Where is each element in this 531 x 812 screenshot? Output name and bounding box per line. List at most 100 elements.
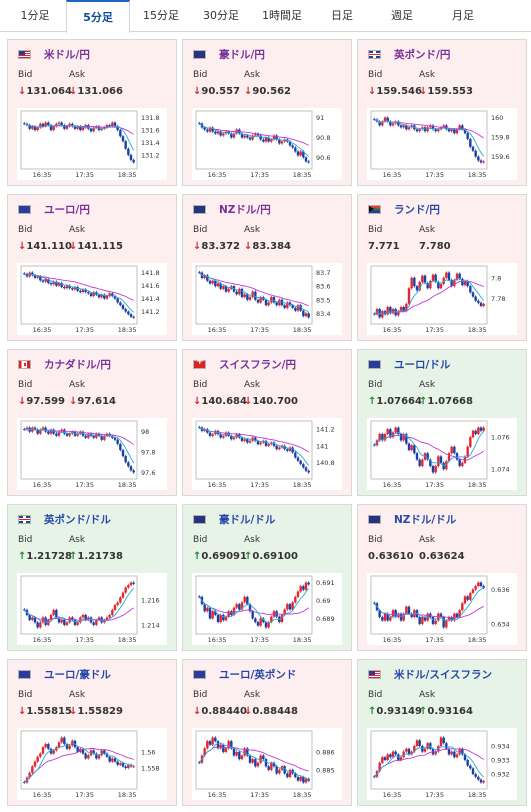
candle-body xyxy=(455,453,459,460)
candle-body xyxy=(272,762,276,767)
candle-body xyxy=(283,139,286,142)
candle-body xyxy=(243,748,246,756)
x-tick-label: 18:35 xyxy=(468,171,487,179)
pair-name-link[interactable]: ユーロ/ドル xyxy=(394,359,451,371)
x-tick-label: 16:35 xyxy=(383,171,402,179)
tab-weekly[interactable]: 週足 xyxy=(391,9,413,22)
currency-card[interactable]: ユーロ/豪ドル Bid Ask ↓1.55815 ↓1.55829 1.56 1.558 16… xyxy=(7,659,177,806)
currency-card[interactable]: 豪ドル/ドル Bid Ask ↑0.69091 ↑0.69100 0.691 0.69 0.6… xyxy=(182,504,352,651)
x-tick-label: 17:35 xyxy=(250,171,269,179)
candle-body xyxy=(41,617,45,623)
currency-card[interactable]: NZドル/ドル Bid Ask 0.63610 0.63624 0.636 0.634 16:… xyxy=(357,504,527,651)
mini-candle-chart[interactable]: 91 90.8 90.6 16:35 17:35 18:35 xyxy=(192,108,342,180)
candle-body xyxy=(399,613,403,621)
tab-daily[interactable]: 日足 xyxy=(331,9,353,22)
tab-15min[interactable]: 15分足 xyxy=(143,9,179,22)
pair-name-link[interactable]: ユーロ/英ポンド xyxy=(219,669,297,681)
mini-candle-chart[interactable]: 1.56 1.558 16:35 17:35 18:35 xyxy=(17,728,167,800)
candle-body xyxy=(97,755,101,759)
tab-1hour[interactable]: 1時間足 xyxy=(262,9,302,22)
ask-label: Ask xyxy=(69,70,86,80)
candle-body xyxy=(402,433,405,441)
mini-candle-chart[interactable]: 131.8 131.6 131.4 131.2 16:35 17:35 18:35 xyxy=(17,108,167,180)
currency-card[interactable]: 米ドル/スイスフラン Bid Ask ↑0.93149 ↑0.93164 0.934 0.9… xyxy=(357,659,527,806)
pair-name-link[interactable]: NZドル/ドル xyxy=(394,514,457,526)
currency-card[interactable]: スイスフラン/円BidAsk↓140.684↓140.700141.214114… xyxy=(182,349,352,496)
mini-candle-chart[interactable]: 7.8 7.78 16:35 17:35 18:35 xyxy=(367,263,517,335)
candle-body xyxy=(97,294,101,298)
bid-trend-arrow-icon: ↓ xyxy=(18,396,27,407)
mini-candle-chart[interactable]: 0.636 0.634 16:35 17:35 18:35 xyxy=(367,573,517,645)
pair-name-link[interactable]: 豪ドル/円 xyxy=(219,49,265,61)
currency-card[interactable]: ユーロ/英ポンド Bid Ask ↓0.88440 ↓0.88448 0.886 0.885… xyxy=(182,659,352,806)
pair-name-link[interactable]: 米ドル/スイスフラン xyxy=(394,669,493,681)
candle-body xyxy=(246,748,249,756)
tab-monthly[interactable]: 月足 xyxy=(452,9,474,22)
currency-card[interactable]: ユーロ/円 Bid Ask ↓141.110 ↓141.115 141.8 141.6 141… xyxy=(7,194,177,341)
candle-body xyxy=(307,313,310,318)
candle-body xyxy=(216,131,220,134)
currency-card[interactable]: 英ポンド/ドル Bid Ask ↑1.21728 ↑1.21738 1.216 1.214 1… xyxy=(7,504,177,651)
bid-price: ↓90.557 xyxy=(193,86,240,97)
mini-candle-chart[interactable]: 0.691 0.69 0.689 16:35 17:35 18:35 xyxy=(192,573,342,645)
mini-candle-chart[interactable]: 160 159.8 159.6 16:35 17:35 18:35 xyxy=(367,108,517,180)
candle-body xyxy=(399,433,403,441)
candle-body xyxy=(47,279,50,283)
moving-average-short xyxy=(373,277,485,315)
mini-candle-chart[interactable]: 1.216 1.214 16:35 17:35 18:35 xyxy=(17,573,167,645)
x-tick-label: 18:35 xyxy=(293,636,312,644)
currency-card[interactable]: NZドル/円 Bid Ask ↓83.372 ↓83.384 83.7 83.6 83.5 83… xyxy=(182,194,352,341)
candle-body xyxy=(466,596,469,600)
pair-name-link[interactable]: 米ドル/円 xyxy=(44,49,90,61)
currency-card[interactable]: ランド/円 Bid Ask 7.771 7.780 7.8 7.78 16:35 17:35 18… xyxy=(357,194,527,341)
candle-body xyxy=(121,305,125,309)
moving-average-short xyxy=(198,272,309,313)
candle-body xyxy=(280,445,284,448)
candle-body xyxy=(219,744,222,749)
mini-candle-chart[interactable]: 0.934 0.933 0.932 16:35 17:35 18:35 xyxy=(367,728,517,800)
candle-body xyxy=(39,753,42,757)
mini-candle-chart[interactable]: 1.076 1.074 16:35 17:35 18:35 xyxy=(367,418,517,490)
candle-body xyxy=(267,766,270,770)
y-tick-label: 7.8 xyxy=(491,274,501,282)
candle-body xyxy=(437,456,440,467)
pair-name-link[interactable]: スイスフラン/円 xyxy=(219,359,297,371)
pair-name-link[interactable]: NZドル/円 xyxy=(219,204,271,216)
moving-average-long xyxy=(199,427,309,453)
candle-body xyxy=(116,761,119,765)
candle-body xyxy=(399,306,403,312)
mini-candle-chart[interactable]: 98 97.8 97.6 16:35 17:35 18:35 xyxy=(17,418,167,490)
candle-body xyxy=(232,748,236,756)
pair-name-link[interactable]: ランド/円 xyxy=(394,204,440,216)
y-tick-label: 131.8 xyxy=(141,114,160,122)
pair-name-link[interactable]: ユーロ/豪ドル xyxy=(44,669,111,681)
currency-card[interactable]: カナダドル/円 Bid Ask ↓97.599 ↓97.614 98 97.8 97.6 16:… xyxy=(7,349,177,496)
mini-candle-chart[interactable]: 83.7 83.6 83.5 83.4 16:35 17:35 18:35 xyxy=(192,263,342,335)
candle-body xyxy=(103,294,106,299)
mini-candle-chart[interactable]: 141.2 141 140.8 16:35 17:35 18:35 xyxy=(192,418,342,490)
mini-candle-chart[interactable]: 0.886 0.885 16:35 17:35 18:35 xyxy=(192,728,342,800)
currency-card[interactable]: 豪ドル/円 Bid Ask ↓90.557 ↓90.562 91 90.8 90.6 16:35… xyxy=(182,39,352,186)
currency-card[interactable]: 米ドル/円 Bid Ask ↓131.064 ↓131.066 131.8 131.6 131… xyxy=(7,39,177,186)
ask-value: 131.066 xyxy=(77,86,123,97)
currency-card[interactable]: ユーロ/ドル Bid Ask ↑1.07664 ↑1.07668 1.076 1.074 16… xyxy=(357,349,527,496)
mini-candle-chart[interactable]: 141.8 141.6 141.4 141.2 16:35 17:35 18:35 xyxy=(17,263,167,335)
y-tick-label: 0.885 xyxy=(316,766,335,774)
tab-30min[interactable]: 30分足 xyxy=(203,9,239,22)
candle-body xyxy=(386,117,389,122)
pair-name-link[interactable]: 英ポンド/ドル xyxy=(44,514,111,526)
candle-body xyxy=(267,302,270,306)
tab-5min[interactable]: 5分足 xyxy=(66,0,130,33)
bid-trend-arrow-icon: ↑ xyxy=(193,551,202,562)
candle-body xyxy=(116,439,119,444)
pair-name-link[interactable]: 豪ドル/ドル xyxy=(219,514,276,526)
currency-card[interactable]: 英ポンド/円 Bid Ask ↓159.546 ↓159.553 160 159.8 159.… xyxy=(357,39,527,186)
pair-name-link[interactable]: カナダドル/円 xyxy=(44,359,111,371)
candle-body xyxy=(434,620,437,624)
candle-body xyxy=(410,751,413,755)
candle-body xyxy=(262,440,265,443)
tab-1min[interactable]: 1分足 xyxy=(20,9,50,22)
pair-name-link[interactable]: ユーロ/円 xyxy=(44,204,90,216)
pair-name-link[interactable]: 英ポンド/円 xyxy=(394,49,451,61)
candle-body xyxy=(214,611,217,615)
